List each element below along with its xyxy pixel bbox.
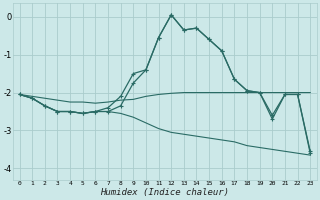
X-axis label: Humidex (Indice chaleur): Humidex (Indice chaleur) xyxy=(100,188,229,197)
